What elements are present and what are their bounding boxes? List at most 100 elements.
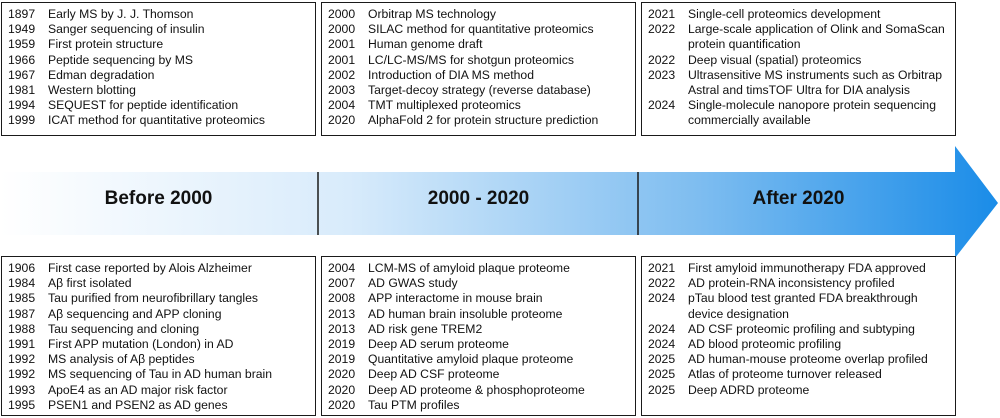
milestone-text: Aβ sequencing and APP cloning <box>48 306 222 321</box>
milestone-row: 2022 Large-scale application of Olink and… <box>648 22 949 52</box>
era-label-after-2020: After 2020 <box>752 188 845 209</box>
milestone-year: 1959 <box>8 37 36 52</box>
milestone-text: Orbitrap MS technology <box>368 7 497 21</box>
milestone-text: Introduction of DIA MS method <box>368 67 534 82</box>
milestone-text: First case reported by Alois Alzheimer <box>48 261 252 275</box>
ad-after-2020-box: 2021 First amyloid immunotherapy FDA appr… <box>641 256 956 416</box>
milestone-year: 2023 <box>648 67 676 82</box>
milestone-row: 1987 Aβ sequencing and APP cloning <box>8 307 309 322</box>
milestone-row: 2025 AD human-mouse proteome overlap prof… <box>648 352 949 367</box>
milestone-text: MS sequencing of Tau in AD human brain <box>48 367 273 382</box>
milestone-text: PSEN1 and PSEN2 as AD genes <box>48 397 228 412</box>
milestone-year: 1992 <box>8 352 36 367</box>
milestone-text: ApoE4 as an AD major risk factor <box>48 382 228 397</box>
milestone-text: Western blotting <box>48 83 136 98</box>
milestone-text: AD protein-RNA inconsistency profiled <box>688 276 895 291</box>
milestone-row: 1959 First protein structure <box>8 37 309 52</box>
milestone-row: 1991 First APP mutation (London) in AD <box>8 337 309 352</box>
proteomics-before-2000-box: 1897 Early MS by J. J. Thomson 1949 Sanger … <box>1 2 316 136</box>
milestone-row: 2019 Quantitative amyloid plaque proteome <box>328 352 629 367</box>
milestone-year: 2000 <box>328 22 356 37</box>
milestone-text: Large-scale application of Olink and Som… <box>688 22 945 52</box>
milestone-year: 2019 <box>328 352 356 367</box>
milestone-text: AD risk gene TREM2 <box>368 321 483 336</box>
milestone-year: 1993 <box>8 382 36 397</box>
milestone-row: 2020 AlphaFold 2 for protein structure pr… <box>328 113 629 128</box>
milestone-text: Deep visual (spatial) proteomics <box>688 52 862 67</box>
milestone-year: 2019 <box>328 337 356 352</box>
milestone-text: Peptide sequencing by MS <box>48 52 193 67</box>
milestone-text: pTau blood test granted FDA breakthrough… <box>688 291 918 321</box>
milestone-year: 2004 <box>328 261 356 275</box>
milestone-year: 2024 <box>648 337 676 352</box>
milestone-row: 2020 Tau PTM profiles <box>328 398 629 413</box>
milestone-row: 1992 MS sequencing of Tau in AD human bra… <box>8 367 309 382</box>
milestone-year: 1967 <box>8 67 36 82</box>
milestone-row: 2019 Deep AD serum proteome <box>328 337 629 352</box>
milestone-row: 1988 Tau sequencing and cloning <box>8 322 309 337</box>
milestone-year: 2020 <box>328 113 356 128</box>
milestone-row: 1995 PSEN1 and PSEN2 as AD genes <box>8 398 309 413</box>
milestone-text: Deep AD proteome & phosphoproteome <box>368 382 585 397</box>
milestone-text: LC/LC-MS/MS for shotgun proteomics <box>368 52 574 67</box>
milestone-text: Human genome draft <box>368 37 483 52</box>
milestone-row: 2024 pTau blood test granted FDA breakthr… <box>648 291 949 321</box>
milestone-text: SILAC method for quantitative proteomics <box>368 22 594 37</box>
milestone-row: 1993 ApoE4 as an AD major risk factor <box>8 383 309 398</box>
milestone-year: 2001 <box>328 37 356 52</box>
milestone-year: 2001 <box>328 52 356 67</box>
milestone-year: 1949 <box>8 22 36 37</box>
milestone-text: AD blood proteomic profiling <box>688 337 842 352</box>
milestone-year: 2021 <box>648 261 676 275</box>
milestone-row: 2000 Orbitrap MS technology <box>328 7 629 22</box>
milestone-text: Single-cell proteomics development <box>688 7 881 21</box>
milestone-row: 1967 Edman degradation <box>8 68 309 83</box>
milestone-text: APP interactome in mouse brain <box>368 291 543 306</box>
milestone-row: 2001 LC/LC-MS/MS for shotgun proteomics <box>328 53 629 68</box>
milestone-text: AD human brain insoluble proteome <box>368 306 563 321</box>
milestone-year: 1984 <box>8 276 36 291</box>
milestone-row: 1984 Aβ first isolated <box>8 276 309 291</box>
milestone-year: 1995 <box>8 397 36 412</box>
milestone-row: 2020 Deep AD proteome & phosphoproteome <box>328 383 629 398</box>
milestone-year: 1994 <box>8 98 36 113</box>
milestone-text: Tau PTM profiles <box>368 397 460 412</box>
milestone-year: 1987 <box>8 306 36 321</box>
milestone-row: 1994 SEQUEST for peptide identification <box>8 98 309 113</box>
milestone-row: 2024 AD blood proteomic profiling <box>648 337 949 352</box>
milestone-year: 2022 <box>648 276 676 291</box>
ad-before-2000-box: 1906 First case reported by Alois Alzheim… <box>1 256 316 416</box>
milestone-text: Deep AD serum proteome <box>368 337 509 352</box>
milestone-year: 2003 <box>328 83 356 98</box>
milestone-year: 1985 <box>8 291 36 306</box>
proteomics-2000-2020-box: 2000 Orbitrap MS technology 2000 SILAC meth… <box>321 2 636 136</box>
milestone-year: 2013 <box>328 306 356 321</box>
milestone-row: 1981 Western blotting <box>8 83 309 98</box>
milestone-year: 2002 <box>328 67 356 82</box>
milestone-row: 2024 AD CSF proteomic profiling and subty… <box>648 322 949 337</box>
milestone-row: 1949 Sanger sequencing of insulin <box>8 22 309 37</box>
era-label-2000-2020: 2000 - 2020 <box>427 188 530 209</box>
milestone-year: 2007 <box>328 276 356 291</box>
milestone-year: 1991 <box>8 337 36 352</box>
milestone-year: 2020 <box>328 382 356 397</box>
milestone-year: 1897 <box>8 7 36 21</box>
milestone-text: TMT multiplexed proteomics <box>368 98 521 113</box>
milestone-row: 1985 Tau purified from neurofibrillary ta… <box>8 291 309 306</box>
milestone-text: AD GWAS study <box>368 276 458 291</box>
milestone-text: LCM-MS of amyloid plaque proteome <box>368 261 570 275</box>
proteomics-after-2020-box: 2021 Single-cell proteomics development 20… <box>641 2 956 136</box>
milestone-text: MS analysis of Aβ peptides <box>48 352 195 367</box>
milestone-year: 2024 <box>648 321 676 336</box>
milestone-row: 2004 LCM-MS of amyloid plaque proteome <box>328 261 629 276</box>
milestone-year: 2025 <box>648 367 676 382</box>
milestone-year: 1966 <box>8 52 36 67</box>
milestone-text: Ultrasensitive MS instruments such as Or… <box>688 67 942 98</box>
ad-2000-2020-box: 2004 LCM-MS of amyloid plaque proteome 200… <box>321 256 636 416</box>
milestone-row: 1966 Peptide sequencing by MS <box>8 53 309 68</box>
milestone-year: 2004 <box>328 98 356 113</box>
milestone-row: 2000 SILAC method for quantitative proteo… <box>328 22 629 37</box>
milestone-row: 1906 First case reported by Alois Alzheim… <box>8 261 309 276</box>
era-label-before-2000: Before 2000 <box>104 188 213 209</box>
milestone-year: 2022 <box>648 22 676 37</box>
